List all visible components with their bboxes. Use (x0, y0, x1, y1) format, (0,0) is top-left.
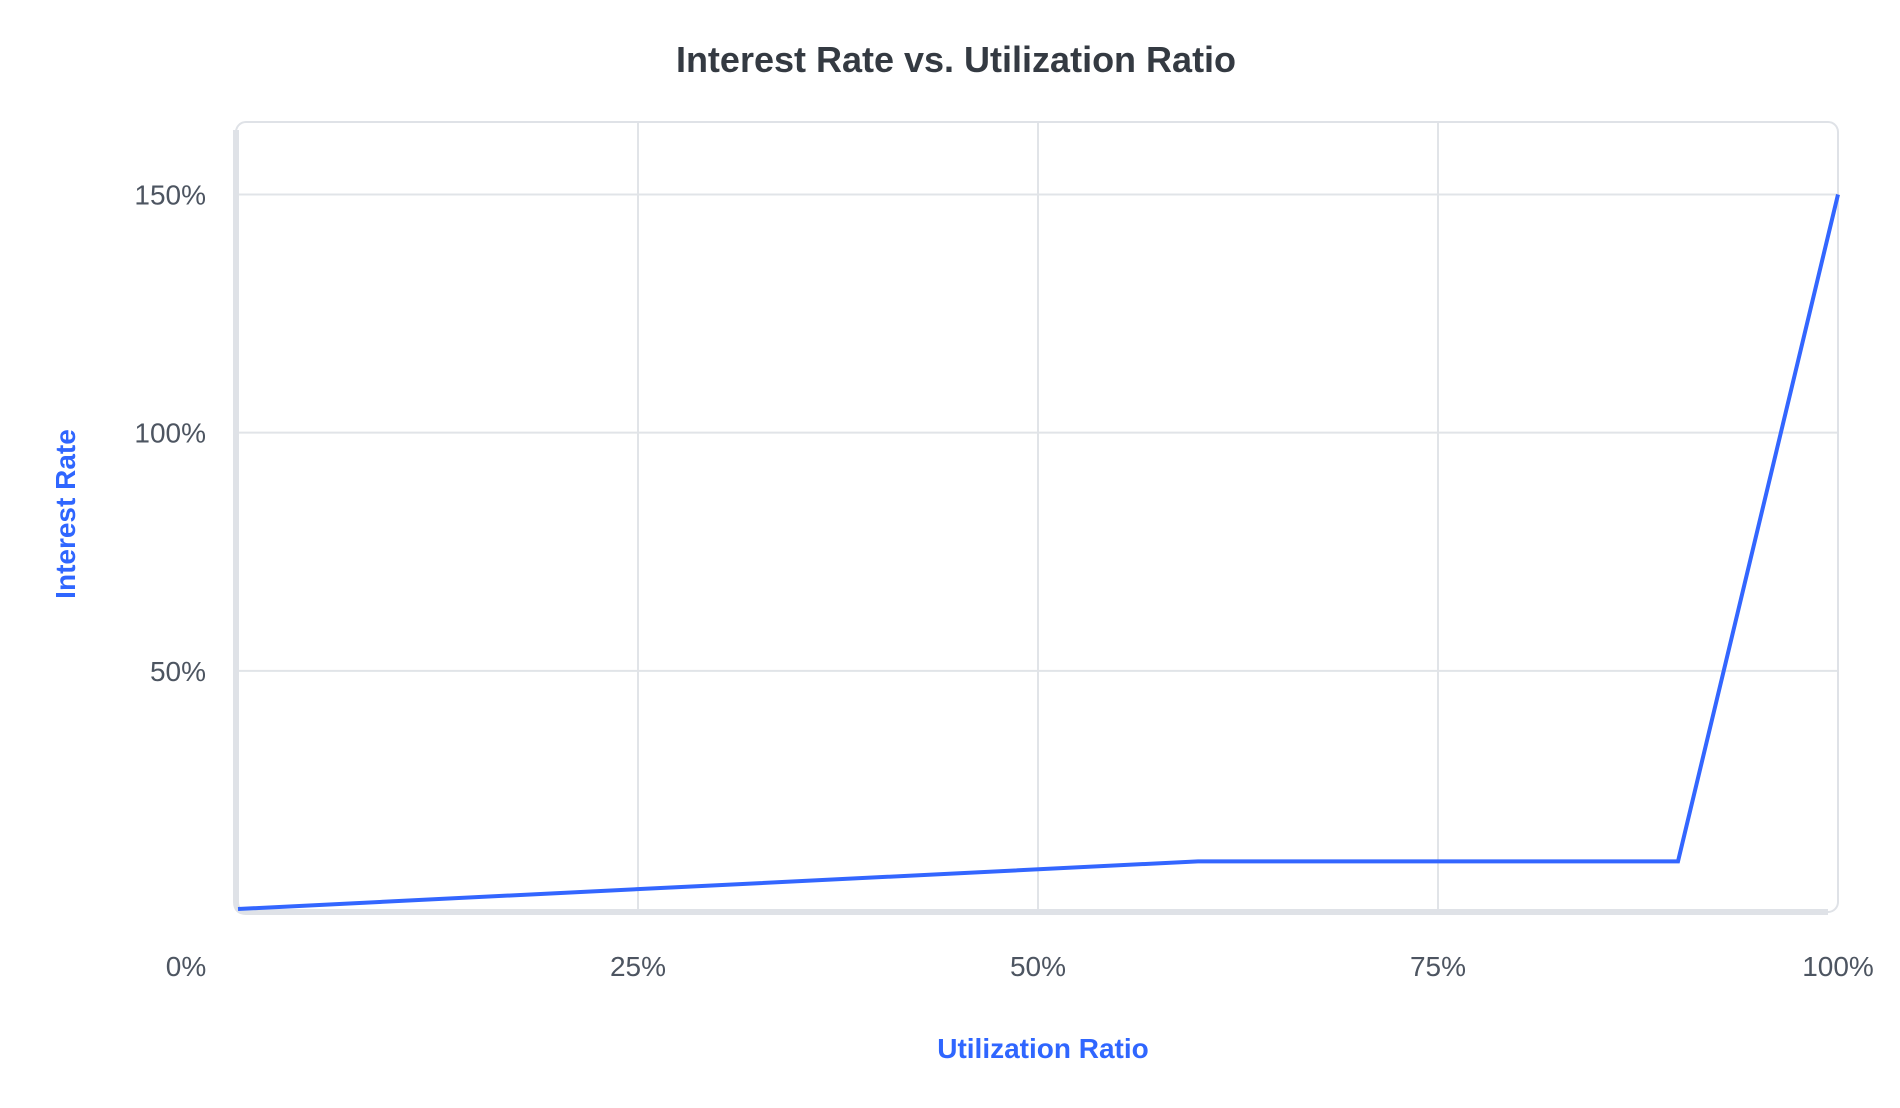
x-tick-label: 100% (1802, 951, 1874, 982)
x-tick-label: 25% (610, 951, 666, 982)
y-axis-ticks: 50% 100% 150% (134, 180, 206, 687)
y-axis-title: Interest Rate (50, 429, 81, 599)
series-line (237, 194, 1840, 911)
grid (238, 123, 1837, 909)
x-axis-title: Utilization Ratio (937, 1033, 1149, 1064)
y-tick-label: 100% (134, 418, 206, 449)
series-layer (237, 194, 1840, 911)
x-tick-label: 0% (166, 951, 206, 982)
axis-lines (233, 130, 1828, 915)
chart-title: Interest Rate vs. Utilization Ratio (676, 39, 1236, 80)
y-tick-label: 50% (150, 656, 206, 687)
x-tick-label: 50% (1010, 951, 1066, 982)
x-tick-label: 75% (1410, 951, 1466, 982)
y-tick-label: 150% (134, 180, 206, 211)
x-axis-ticks: 0% 25% 50% 75% 100% (166, 951, 1874, 982)
